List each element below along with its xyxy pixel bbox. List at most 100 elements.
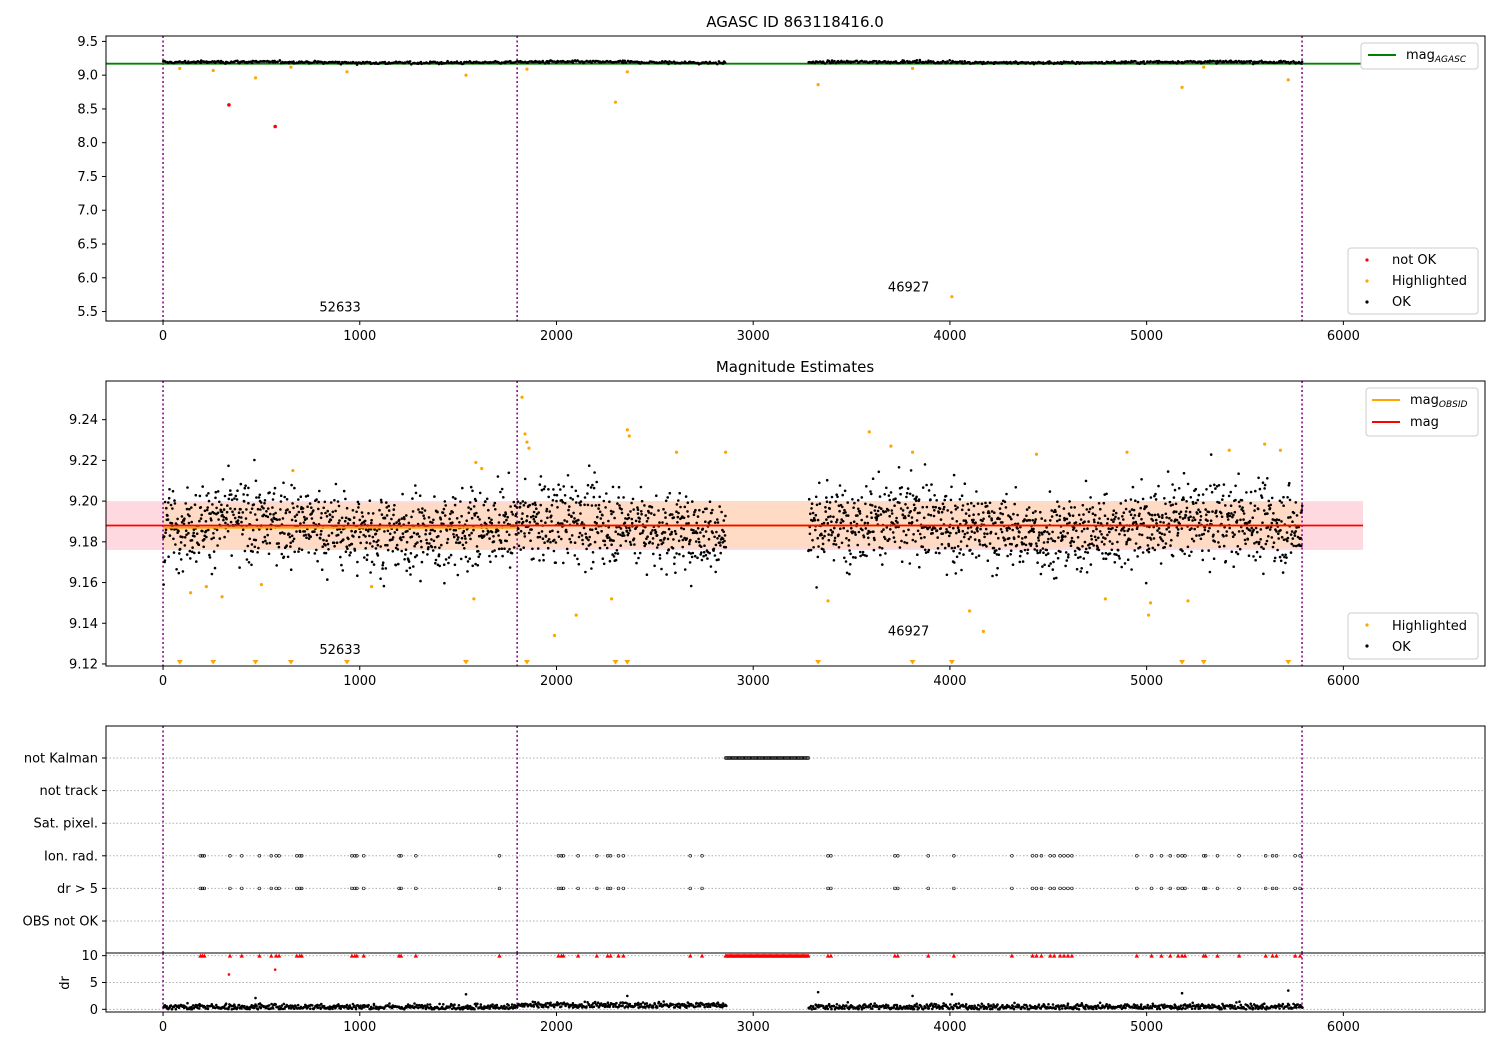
- ok-point: [1146, 548, 1149, 552]
- not-kalman-marker: [741, 756, 746, 760]
- dr-point: [240, 1007, 243, 1010]
- ok-point: [835, 520, 838, 524]
- ok-point: [357, 506, 360, 509]
- ok-point: [538, 535, 542, 539]
- not-kalman-marker: [761, 756, 766, 760]
- ok-point: [835, 518, 839, 521]
- ok-point: [1155, 59, 1159, 63]
- ok-point: [972, 518, 975, 522]
- ok-point: [988, 542, 992, 545]
- ok-point: [443, 500, 447, 503]
- ok-point: [288, 532, 291, 536]
- ok-point: [221, 478, 225, 481]
- ok-point: [1291, 520, 1294, 523]
- ok-point: [200, 513, 203, 517]
- ok-point: [1266, 526, 1270, 529]
- ok-point: [888, 514, 891, 518]
- ok-point: [1068, 521, 1071, 525]
- ok-point: [832, 559, 836, 562]
- ok-point: [688, 561, 692, 564]
- dr-point: [954, 1002, 958, 1006]
- dr-point: [677, 1002, 681, 1006]
- dr-point: [869, 1002, 873, 1006]
- ok-point: [1238, 547, 1242, 551]
- ok-point: [367, 512, 370, 515]
- ok-point: [1286, 539, 1289, 543]
- dr-point: [532, 1005, 536, 1008]
- ok-point: [1257, 476, 1260, 480]
- dr-gt-5-marker: [1034, 886, 1039, 891]
- dr-point: [653, 1002, 657, 1006]
- ok-point: [917, 498, 921, 501]
- ok-point: [1196, 512, 1199, 515]
- panel2-legend-top: magOBSID mag: [1365, 387, 1479, 437]
- dr-point: [486, 1004, 490, 1007]
- ok-point: [864, 502, 867, 506]
- ok-point: [517, 520, 521, 524]
- below-range-marker: [252, 660, 259, 665]
- ok-point: [684, 61, 688, 65]
- ok-point: [525, 519, 528, 522]
- ok-point: [1222, 544, 1226, 548]
- ok-point: [1254, 526, 1258, 530]
- ok-point: [1064, 564, 1067, 568]
- ok-point: [418, 510, 422, 514]
- ok-point: [864, 527, 868, 530]
- ok-point: [179, 558, 183, 561]
- ok-point: [552, 488, 555, 491]
- ok-point: [258, 493, 262, 497]
- ok-point: [923, 463, 927, 466]
- ok-point: [1190, 527, 1193, 530]
- ok-point: [944, 494, 948, 498]
- ok-point: [573, 517, 576, 520]
- obsid-label: 52633: [319, 301, 360, 316]
- ok-point: [1154, 518, 1158, 522]
- ok-point: [557, 483, 560, 487]
- ok-point: [842, 526, 845, 530]
- ok-point: [379, 498, 383, 502]
- dr-point: [322, 1004, 326, 1008]
- ok-point: [404, 548, 408, 551]
- not-kalman-marker: [734, 756, 738, 760]
- ok-point: [719, 551, 722, 555]
- ok-point: [1023, 518, 1026, 521]
- ok-point: [1152, 537, 1156, 540]
- ok-point: [1160, 532, 1164, 536]
- ok-point: [619, 527, 623, 530]
- ok-point: [517, 531, 520, 535]
- not-kalman-marker: [797, 756, 801, 760]
- ok-point: [990, 510, 994, 513]
- ok-point: [265, 510, 268, 513]
- ok-point: [597, 503, 601, 507]
- ok-point: [601, 557, 605, 560]
- ok-point: [515, 521, 518, 525]
- ok-point: [455, 60, 459, 63]
- x-tick-label: 3000: [737, 674, 770, 689]
- ok-point: [916, 553, 919, 556]
- not-kalman-marker: [768, 756, 773, 760]
- below-range-marker: [523, 660, 530, 665]
- ok-point: [547, 495, 550, 499]
- dr-gt-5-marker: [1052, 886, 1056, 891]
- ok-point: [639, 532, 642, 535]
- ok-point: [675, 510, 678, 513]
- ok-point: [542, 487, 546, 491]
- ok-point: [1108, 530, 1111, 534]
- ok-point: [1245, 526, 1249, 530]
- ok-point: [877, 514, 880, 517]
- ok-point: [1269, 503, 1272, 507]
- highlighted-point: [552, 633, 557, 638]
- ok-point: [436, 61, 439, 64]
- ok-point: [1286, 496, 1289, 499]
- ok-point: [901, 509, 905, 512]
- ok-point: [1103, 62, 1107, 65]
- ok-point: [1202, 532, 1205, 536]
- ok-point: [1165, 528, 1168, 531]
- ok-point: [413, 555, 417, 559]
- highlighted-point: [1147, 613, 1151, 617]
- ok-point: [1283, 555, 1286, 559]
- ok-point: [1157, 527, 1161, 530]
- ok-point: [184, 502, 187, 505]
- dr-point: [505, 1006, 508, 1009]
- ok-point: [344, 497, 347, 501]
